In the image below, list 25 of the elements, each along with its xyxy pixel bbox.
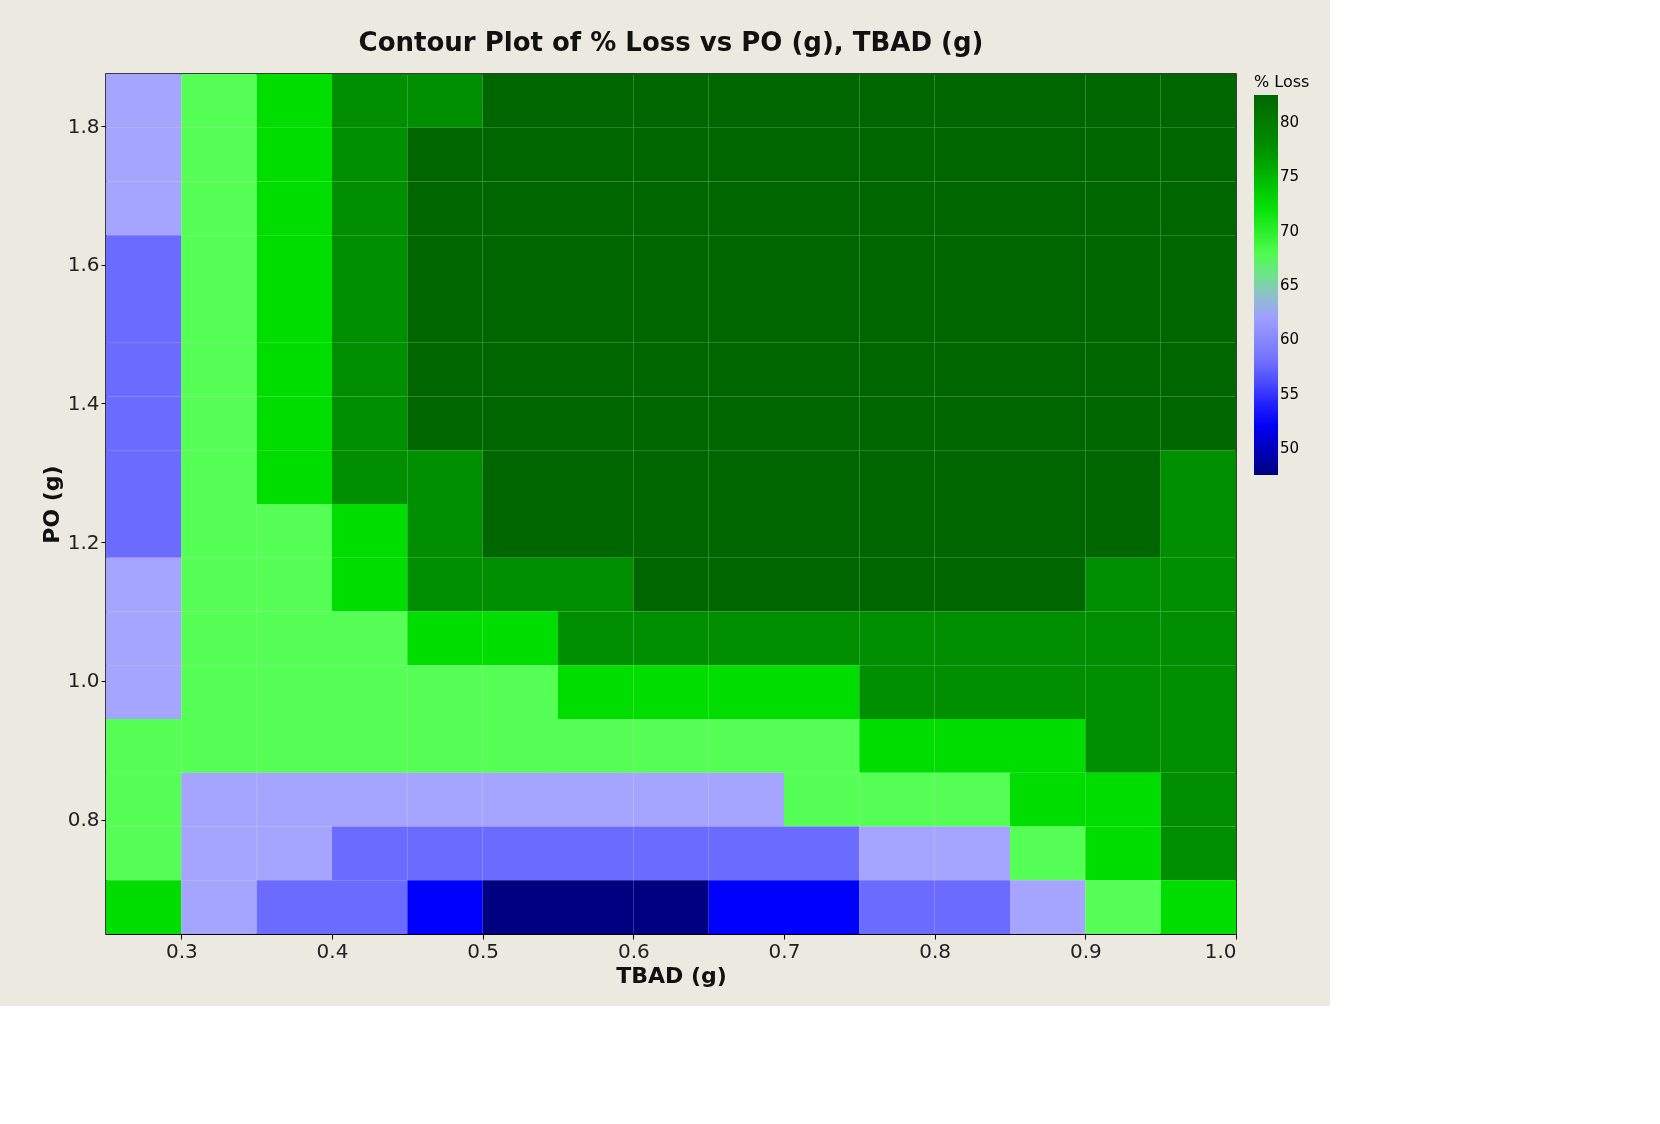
x-tick-label: 0.3 <box>165 938 198 963</box>
color-bar-label: 65 <box>1280 276 1300 294</box>
y-axis-title: PO (g) <box>38 465 64 544</box>
y-tick-label: 1.8 <box>67 113 100 138</box>
color-bar-label: 60 <box>1280 330 1300 349</box>
color-bar-label: 70 <box>1280 221 1300 240</box>
chart-title: Contour Plot of % Loss vs PO (g), TBAD (g) <box>358 27 984 57</box>
x-tick-label: 0.8 <box>919 938 952 963</box>
y-tick-label: 1.4 <box>67 390 100 415</box>
y-tick-label: 1.2 <box>67 529 100 554</box>
x-tick-label: 1.0 <box>1204 938 1237 963</box>
color-bar-label: 80 <box>1280 113 1300 132</box>
color-bar-label: 75 <box>1280 167 1300 186</box>
y-tick-label: 0.8 <box>67 807 100 832</box>
x-tick-label: 0.4 <box>316 938 349 963</box>
color-bar-label: 55 <box>1280 384 1300 403</box>
color-bar-title: % Loss <box>1254 72 1310 91</box>
color-bar-label: 50 <box>1280 438 1300 457</box>
x-tick-label: 0.9 <box>1069 938 1102 963</box>
x-tick-label: 0.5 <box>467 938 500 963</box>
y-tick-label: 1.6 <box>67 252 100 277</box>
x-tick-label: 0.7 <box>768 938 801 963</box>
x-axis-title: TBAD (g) <box>616 962 727 988</box>
y-tick-label: 1.0 <box>67 668 100 693</box>
x-tick-label: 0.6 <box>617 938 650 963</box>
